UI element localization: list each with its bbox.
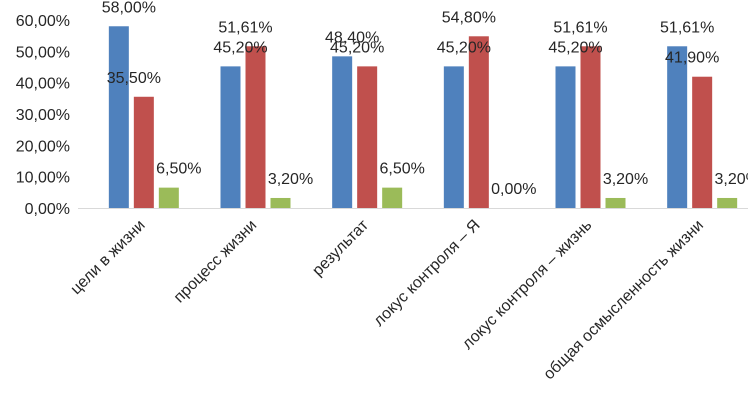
y-tick-label: 20,00% — [16, 138, 70, 155]
data-label: 51,61% — [553, 19, 607, 36]
y-tick-label: 40,00% — [16, 76, 70, 93]
data-label: 54,80% — [442, 9, 496, 26]
data-label: 45,20% — [330, 39, 384, 56]
bar — [245, 46, 266, 208]
bar — [692, 76, 713, 208]
bar — [108, 26, 129, 209]
bar — [220, 66, 241, 208]
data-label: 48,40% — [325, 29, 379, 46]
y-tick-label: 60,00% — [16, 13, 70, 30]
category-label: процесс жизни — [171, 217, 260, 306]
x-axis-category-labels: цели в жизни процесс жизни результатлокус … — [68, 216, 707, 383]
bar — [443, 66, 464, 208]
bar — [270, 197, 291, 208]
data-label: 3,20% — [268, 171, 313, 188]
y-tick-label: 10,00% — [16, 170, 70, 187]
bar — [133, 96, 154, 208]
y-tick-label: 0,00% — [25, 201, 70, 218]
bar — [357, 66, 378, 208]
data-label: 6,50% — [379, 161, 424, 178]
data-label: 45,20% — [437, 39, 491, 56]
data-label: 3,20% — [603, 171, 648, 188]
data-label: 6,50% — [156, 161, 201, 178]
data-label: 41,90% — [665, 50, 719, 67]
y-axis-tick-labels: 0,00% 10,00% 20,00% 30,00% 40,00% 50,00% 60,00… — [16, 13, 70, 218]
data-label: 3,20% — [714, 171, 748, 188]
y-tick-label: 50,00% — [16, 44, 70, 61]
bar-series — [108, 26, 738, 209]
category-label: цели в жизни — [68, 217, 149, 298]
data-label: 45,20% — [548, 39, 602, 56]
category-label: результат — [309, 216, 372, 279]
y-tick-label: 30,00% — [16, 107, 70, 124]
bar — [158, 187, 179, 208]
bar — [580, 46, 601, 208]
data-label: 45,20% — [213, 39, 267, 56]
bar — [382, 187, 403, 208]
bar — [555, 66, 576, 208]
data-label: 0,00% — [491, 181, 536, 198]
data-labels: 58,00% 35,50% 6,50% 45,20% 51,61% 3,20% 48,40%… — [102, 0, 748, 198]
bar — [717, 197, 738, 208]
category-label: локус контроля – жизнь — [459, 217, 595, 353]
data-label: 35,50% — [107, 70, 161, 87]
data-label: 51,61% — [660, 19, 714, 36]
bar — [605, 197, 626, 208]
category-label: локус контроля – Я — [371, 217, 484, 330]
data-label: 58,00% — [102, 0, 156, 16]
bar — [667, 46, 688, 208]
data-label: 51,61% — [218, 19, 272, 36]
bar — [468, 36, 489, 208]
bar — [332, 56, 353, 209]
